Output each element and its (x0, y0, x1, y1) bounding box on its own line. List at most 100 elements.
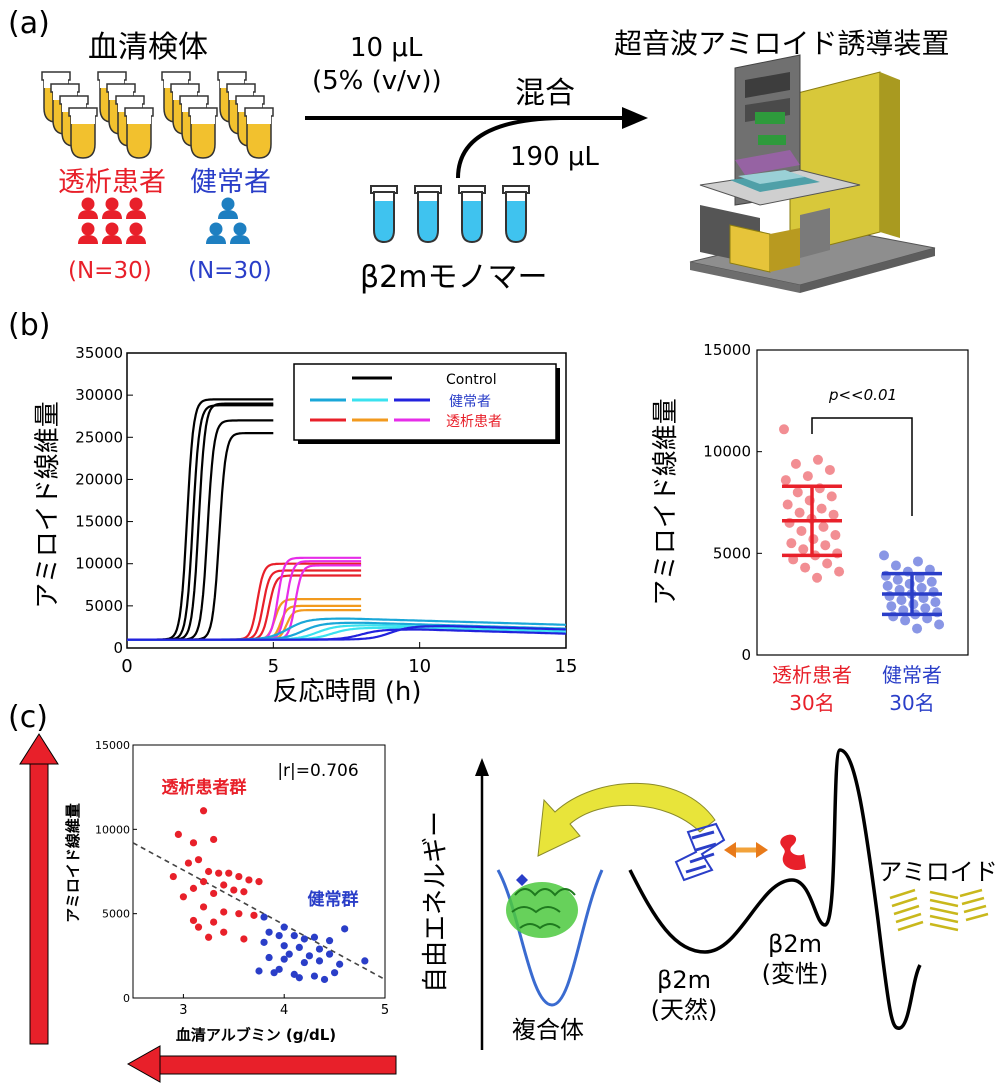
lc-legend-label-patient: 透析患者 (446, 414, 502, 430)
dc-point (812, 572, 823, 583)
sc-point (220, 881, 228, 889)
dc-point (926, 576, 937, 587)
serum-tube-group-4 (217, 71, 274, 159)
sc-point (325, 950, 334, 958)
dc-point (818, 521, 829, 532)
panel-label-b: (b) (8, 308, 51, 343)
dc-point (830, 530, 841, 541)
sc-xtick-label: 3 (179, 1003, 187, 1018)
sc-ytick-label: 10000 (95, 823, 130, 836)
lc-xtick-label: 5 (268, 656, 279, 677)
dc-ytick-label: 0 (741, 646, 751, 664)
volume-label: 10 μL (350, 33, 423, 63)
amyloid-fibril-structure (889, 888, 989, 932)
sc-point (331, 969, 339, 977)
sc-point (220, 928, 228, 936)
lc-ytick-label: 25000 (75, 428, 123, 446)
lc-legend-label-healthy: 健常者 (449, 394, 491, 410)
healthy-count: (N=30) (188, 258, 272, 284)
lc-ytick-label: 35000 (75, 344, 123, 362)
sc-point (220, 908, 228, 916)
sc-point (285, 950, 293, 958)
sc-point (305, 952, 313, 960)
sc-point (265, 928, 273, 936)
ultrasonic-device-illustration (689, 54, 936, 293)
sc-ylabel: アミロイド線維量 (64, 803, 82, 923)
sc-point (194, 923, 203, 931)
horizontal-red-arrow (126, 1045, 397, 1083)
sc-point (199, 807, 208, 815)
sc-point (174, 830, 182, 838)
dc-point (886, 601, 897, 612)
sc-point (320, 975, 329, 984)
equilibrium-double-arrow (724, 842, 768, 858)
sc-point (295, 943, 303, 951)
panel-a-graphics (41, 54, 936, 293)
denatured-b2m-structure (780, 834, 806, 871)
sc-r-label: |r|=0.706 (277, 761, 358, 781)
dc-point (882, 580, 893, 591)
sc-xtick-label: 5 (381, 1003, 389, 1018)
lc-ytick-label: 10000 (75, 555, 123, 573)
sc-xlabel: 血清アルブミン (g/dL) (176, 1026, 336, 1044)
volume-ratio-label: (5% (v/v)) (312, 66, 442, 96)
panel-label-a: (a) (8, 6, 50, 41)
dc-point (798, 544, 809, 555)
sc-point (230, 886, 238, 894)
sc-point (205, 933, 213, 941)
energy-landscape-diagram: 自由エネルギー 複合体 β2m (421, 748, 998, 1050)
serum-title: 血清検体 (88, 30, 208, 65)
sc-point (199, 878, 208, 886)
patient-person-icons (78, 197, 146, 244)
lc-ylabel: アミロイド線維量 (33, 401, 63, 608)
dc-point (792, 487, 803, 498)
dc-point (796, 525, 807, 536)
healthy-label: 健常者 (190, 167, 271, 198)
sc-point (260, 938, 268, 946)
time-course-chart: 0 5000 10000 15000 20000 25000 30000 35000 0 5 10 1… (33, 344, 578, 707)
dc-point (790, 458, 801, 469)
dc-point (912, 556, 923, 567)
sc-point (300, 958, 308, 967)
sc-point (290, 970, 298, 978)
dc-point (892, 574, 903, 585)
sc-point (240, 888, 248, 896)
sc-point (265, 953, 273, 962)
sc-point (189, 839, 198, 847)
sc-ytick-label: 15000 (95, 739, 130, 752)
sc-point (255, 967, 263, 975)
monomer-label: β2mモノマー (360, 260, 548, 295)
sc-point (215, 869, 223, 877)
dc-group1-line1: 透析患者 (772, 663, 852, 687)
dc-ytick-label: 5000 (713, 544, 751, 562)
sc-point (300, 935, 308, 943)
monomer-volume-label: 190 μL (510, 142, 599, 172)
vertical-red-arrow (19, 733, 59, 1045)
dc-point (824, 464, 835, 475)
sc-point (275, 931, 283, 940)
dc-point (879, 550, 889, 561)
sc-point (210, 889, 218, 898)
lc-ytick-label: 5000 (85, 597, 123, 615)
sc-point (290, 931, 298, 940)
sc-point (210, 918, 218, 926)
dc-point (934, 619, 945, 630)
native-b2m-structure (674, 822, 726, 882)
sc-point (240, 935, 248, 943)
native-label-line1: β2m (657, 966, 711, 994)
dc-group2-line2: 30名 (889, 691, 934, 715)
dc-point (920, 603, 931, 614)
sc-point (310, 933, 319, 941)
dc-point (779, 424, 789, 435)
sc-point (280, 942, 288, 950)
dc-ylabel: アミロイド線維量 (651, 398, 681, 605)
sc-point (260, 913, 268, 921)
dc-point (812, 454, 823, 465)
dc-point (800, 562, 811, 573)
dc-point (820, 540, 831, 551)
lc-ytick-label: 0 (113, 639, 123, 657)
dc-point (896, 595, 907, 606)
lc-xtick-label: 15 (555, 656, 578, 677)
dc-point (916, 582, 927, 593)
sc-point (205, 867, 213, 876)
